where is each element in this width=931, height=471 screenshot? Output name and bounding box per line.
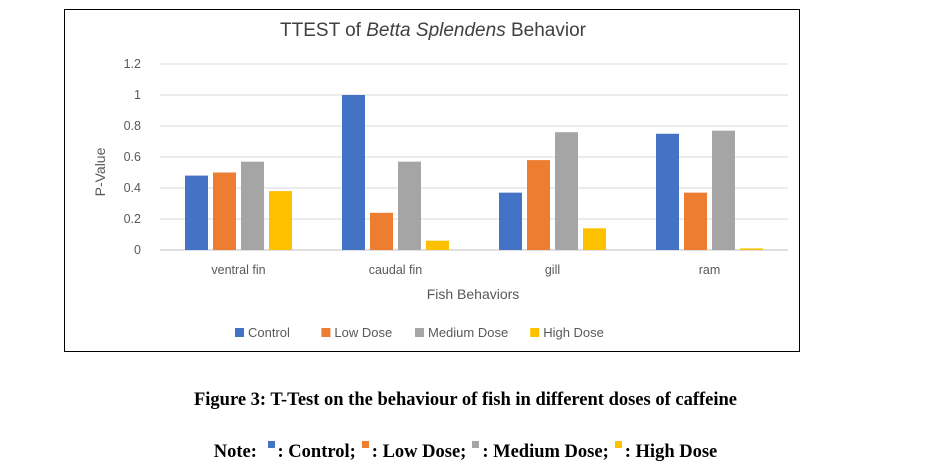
- bar-medium-dose-ram: [712, 130, 735, 250]
- x-axis-ticks: ventral fin caudal fin gill ram: [211, 263, 720, 277]
- note-items: : Control; : Low Dose; : Medium Dose; : Hig…: [262, 441, 718, 462]
- x-tick-label: ventral fin: [211, 263, 265, 277]
- chart-title-italic: Betta Splendens: [366, 20, 506, 41]
- bar-medium-dose-ventral-fin: [241, 161, 264, 250]
- legend-swatch-low-dose: [321, 328, 331, 337]
- legend-label: Low Dose: [334, 325, 392, 340]
- y-axis-title: P-Value: [92, 147, 108, 196]
- x-tick-label: ram: [699, 263, 721, 277]
- y-tick-label: 0.8: [124, 119, 141, 133]
- bar-low-dose-caudal-fin: [370, 212, 393, 250]
- x-tick-label: gill: [545, 263, 560, 277]
- note-label: Note:: [213, 442, 257, 462]
- y-tick-label: 0.4: [124, 181, 141, 195]
- note-item-text: : Control;: [277, 442, 356, 462]
- bar-high-dose-ventral-fin: [269, 191, 292, 250]
- bar-control-ventral-fin: [185, 175, 208, 250]
- y-axis-ticks: 0 0.2 0.4 0.6 0.8 1 1.2: [124, 57, 141, 257]
- bar-chart: TTEST of Betta Splendens Behavior 0 0.2 0.…: [92, 20, 788, 340]
- x-tick-label: caudal fin: [369, 263, 423, 277]
- bar-control-caudal-fin: [342, 95, 365, 250]
- y-tick-label: 1: [134, 88, 141, 102]
- y-tick-label: 0: [134, 243, 141, 257]
- legend-swatch-high-dose: [530, 328, 540, 337]
- bar-high-dose-ram: [740, 248, 763, 250]
- bar-high-dose-caudal-fin: [426, 240, 449, 250]
- chart-title-suffix: Behavior: [506, 20, 587, 41]
- bars: [185, 95, 763, 250]
- legend: Control Low Dose Medium Dose High Dose: [235, 325, 604, 340]
- legend-swatch-control: [235, 328, 244, 337]
- gridlines: [160, 63, 788, 251]
- bar-control-gill: [499, 192, 522, 250]
- y-tick-label: 0.6: [124, 150, 141, 164]
- bar-high-dose-gill: [583, 228, 606, 250]
- chart-frame: TTEST of Betta Splendens Behavior 0 0.2 0.…: [64, 9, 800, 352]
- y-tick-label: 0.2: [124, 212, 141, 226]
- bar-low-dose-gill: [527, 160, 550, 250]
- bar-medium-dose-caudal-fin: [398, 161, 421, 250]
- bar-control-ram: [656, 133, 679, 250]
- note-swatch: [267, 441, 275, 448]
- bar-medium-dose-gill: [555, 132, 578, 250]
- note-item-text: : Low Dose;: [371, 442, 467, 462]
- bar-low-dose-ram: [684, 192, 707, 250]
- chart-title-prefix: TTEST of: [280, 20, 366, 41]
- legend-note: Note: : Control; : Low Dose; : Medium Dose…: [0, 441, 931, 463]
- x-axis-title: Fish Behaviors: [427, 286, 520, 302]
- legend-label: Medium Dose: [428, 325, 508, 340]
- note-swatch: [472, 441, 480, 448]
- legend-swatch-medium-dose: [415, 328, 424, 337]
- note-item-text: : High Dose: [624, 442, 718, 462]
- note-swatch: [614, 441, 622, 448]
- bar-low-dose-ventral-fin: [213, 172, 236, 250]
- legend-label: Control: [248, 325, 290, 340]
- legend-label: High Dose: [543, 325, 604, 340]
- chart-title: TTEST of Betta Splendens Behavior: [280, 20, 587, 41]
- y-tick-label: 1.2: [124, 57, 141, 71]
- figure-caption: Figure 3: T-Test on the behaviour of fis…: [193, 390, 738, 410]
- note-item-text: : Medium Dose;: [482, 442, 609, 462]
- note-swatch: [361, 441, 369, 448]
